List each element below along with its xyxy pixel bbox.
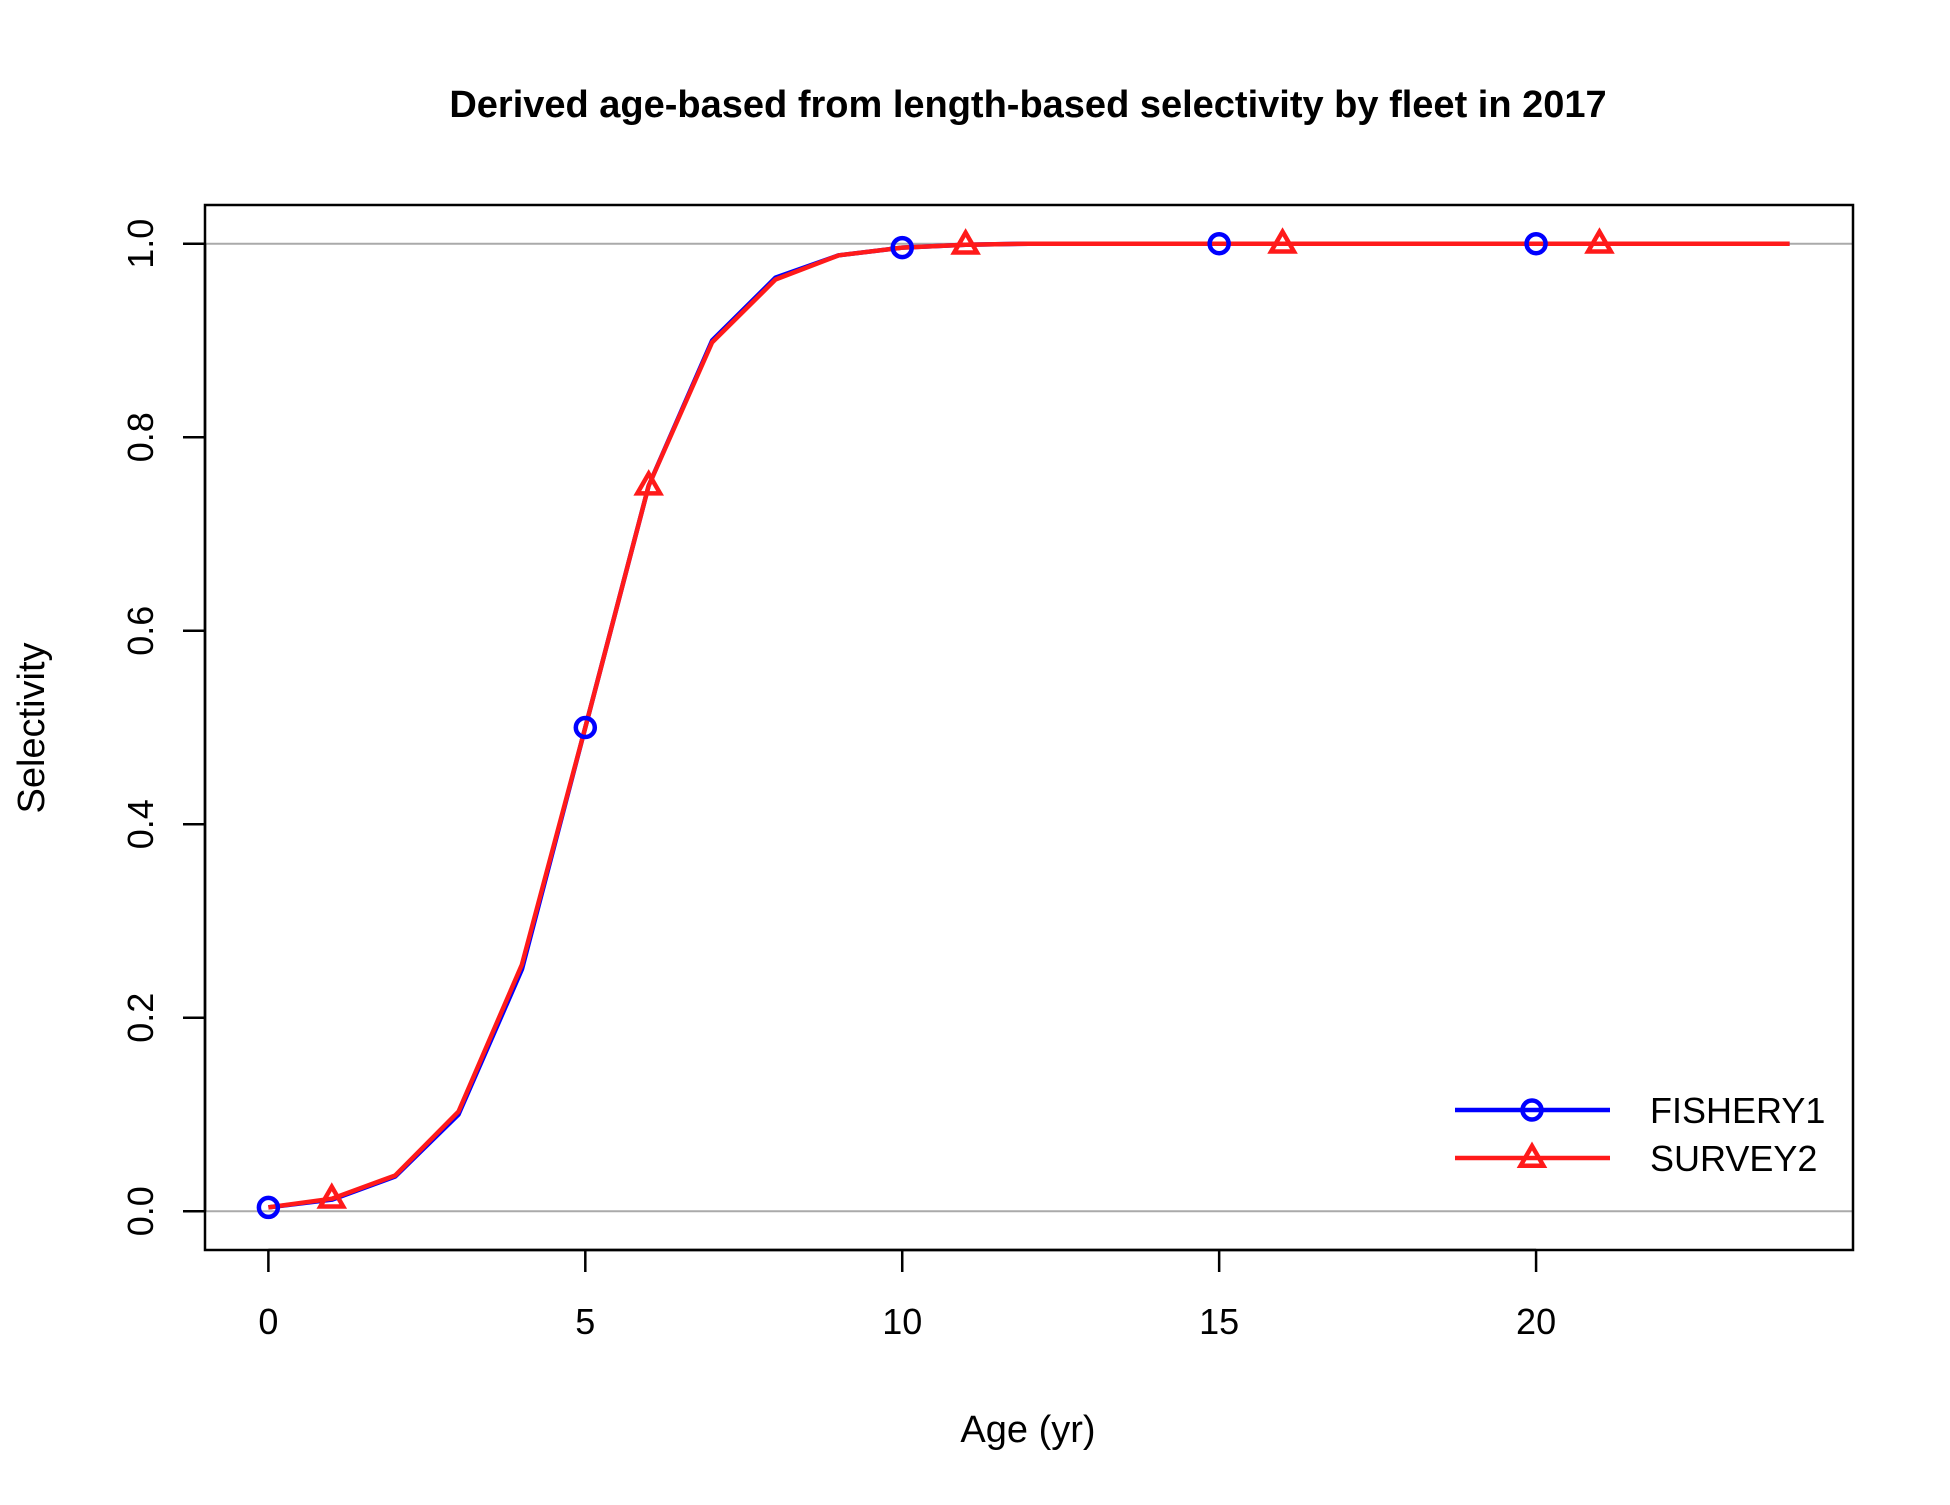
y-axis-label: Selectivity xyxy=(11,642,53,813)
y-tick-label-2: 0.4 xyxy=(120,799,161,849)
y-tick-label-1: 0.2 xyxy=(120,993,161,1043)
legend-label-FISHERY1: FISHERY1 xyxy=(1650,1090,1825,1131)
legend-label-SURVEY2: SURVEY2 xyxy=(1650,1138,1817,1179)
data-point-FISHERY1-0 xyxy=(256,1195,281,1220)
legend-marker-FISHERY1 xyxy=(1520,1098,1544,1122)
data-point-FISHERY1-1 xyxy=(573,715,598,740)
y-tick-label-3: 0.6 xyxy=(120,606,161,656)
data-point-FISHERY1-3 xyxy=(1207,231,1231,256)
chart-title: Derived age-based from length-based sele… xyxy=(449,84,1606,126)
data-point-FISHERY1-2 xyxy=(890,235,914,260)
data-point-SURVEY2-1 xyxy=(633,469,664,496)
data-point-SURVEY2-0 xyxy=(316,1182,348,1209)
series-markers xyxy=(256,227,1615,1220)
y-tick-label-5: 1.0 xyxy=(120,219,161,269)
series-line-SURVEY2 xyxy=(268,241,1790,1210)
y-tick-label-0: 0.0 xyxy=(120,1186,161,1236)
y-tick-label-4: 0.8 xyxy=(120,412,161,462)
data-point-SURVEY2-2 xyxy=(950,228,981,255)
data-point-SURVEY2-3 xyxy=(1267,227,1298,254)
x-tick-label-0: 0 xyxy=(258,1301,278,1342)
data-point-SURVEY2-4 xyxy=(1584,227,1615,254)
plot-frame xyxy=(203,203,1855,1252)
reference-lines xyxy=(205,242,1853,1213)
x-tick-label-3: 15 xyxy=(1199,1301,1239,1342)
x-tick-label-2: 10 xyxy=(882,1301,922,1342)
legend-marker-SURVEY2 xyxy=(1516,1141,1548,1169)
x-axis-label: Age (yr) xyxy=(960,1409,1095,1451)
y-axis: 0.0 0.2 0.4 0.6 0.8 1.0 xyxy=(120,219,207,1236)
legend: FISHERY1 SURVEY2 xyxy=(1455,1090,1825,1179)
x-axis: 0 5 10 15 20 xyxy=(258,1248,1556,1342)
x-tick-label-4: 20 xyxy=(1516,1301,1556,1342)
series-lines xyxy=(268,241,1790,1210)
data-point-FISHERY1-4 xyxy=(1524,231,1548,256)
series-line-FISHERY1 xyxy=(268,241,1790,1210)
x-tick-label-1: 5 xyxy=(575,1301,595,1342)
